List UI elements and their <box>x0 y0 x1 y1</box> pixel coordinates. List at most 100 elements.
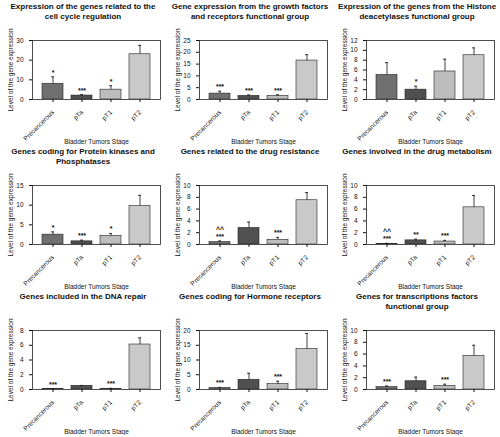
svg-text:30: 30 <box>16 37 24 44</box>
svg-text:10: 10 <box>350 46 358 53</box>
svg-text:***: *** <box>216 83 224 90</box>
svg-text:***: *** <box>78 87 86 94</box>
svg-text:8: 8 <box>187 193 191 200</box>
svg-text:***: *** <box>274 229 282 236</box>
svg-text:Precancerous: Precancerous <box>356 253 390 287</box>
svg-text:pT2: pT2 <box>296 108 310 122</box>
svg-text:pTa: pTa <box>239 253 252 266</box>
svg-text:Level of the gene expression: Level of the gene expression <box>174 318 182 401</box>
svg-text:Level of the gene expression: Level of the gene expression <box>341 318 349 401</box>
svg-text:6: 6 <box>187 205 191 212</box>
svg-text:0: 0 <box>20 386 24 393</box>
svg-text:5: 5 <box>187 371 191 378</box>
svg-text:Bladder Tumors Stage: Bladder Tumors Stage <box>398 428 463 436</box>
svg-text:*: * <box>110 225 113 232</box>
svg-text:15: 15 <box>183 341 191 348</box>
svg-text:pT2: pT2 <box>463 253 477 267</box>
svg-text:pT2: pT2 <box>129 253 143 267</box>
svg-text:*: * <box>52 224 55 231</box>
svg-text:Bladder Tumors Stage: Bladder Tumors Stage <box>64 138 129 146</box>
svg-text:5: 5 <box>20 221 24 228</box>
svg-text:8: 8 <box>354 56 358 63</box>
svg-text:Level of the gene expression: Level of the gene expression <box>7 28 15 111</box>
svg-text:Level of the gene expression: Level of the gene expression <box>174 173 182 256</box>
svg-text:***: *** <box>274 373 282 380</box>
svg-text:8: 8 <box>354 193 358 200</box>
svg-text:pT1: pT1 <box>100 108 114 122</box>
svg-text:pTa: pTa <box>239 108 252 121</box>
svg-text:0: 0 <box>187 241 191 248</box>
svg-text:Precancerous: Precancerous <box>356 108 390 142</box>
svg-text:Level of the gene expression: Level of the gene expression <box>341 173 349 256</box>
svg-text:Bladder Tumors Stage: Bladder Tumors Stage <box>398 283 463 291</box>
svg-text:0: 0 <box>187 386 191 393</box>
svg-text:pT2: pT2 <box>296 398 310 412</box>
svg-text:5: 5 <box>187 84 191 91</box>
svg-text:pTa: pTa <box>72 398 85 411</box>
svg-text:pT2: pT2 <box>129 108 143 122</box>
svg-text:pTa: pTa <box>406 253 419 266</box>
svg-text:6: 6 <box>20 341 24 348</box>
svg-text:pT2: pT2 <box>296 253 310 267</box>
svg-text:^^***: ^^*** <box>383 228 391 242</box>
svg-text:Bladder Tumors Stage: Bladder Tumors Stage <box>64 428 129 436</box>
svg-text:10: 10 <box>16 201 24 208</box>
svg-text:*: * <box>110 78 113 85</box>
svg-text:0: 0 <box>354 96 358 103</box>
svg-text:2: 2 <box>187 229 191 236</box>
svg-text:Bladder Tumors Stage: Bladder Tumors Stage <box>231 283 296 291</box>
svg-text:25: 25 <box>183 37 191 44</box>
svg-text:***: *** <box>245 87 253 94</box>
svg-text:***: *** <box>216 379 224 386</box>
svg-text:pTa: pTa <box>72 108 85 121</box>
svg-text:Precancerous: Precancerous <box>189 108 223 142</box>
svg-text:6: 6 <box>354 205 358 212</box>
svg-text:0: 0 <box>20 241 24 248</box>
svg-text:10: 10 <box>183 356 191 363</box>
svg-text:pTa: pTa <box>239 398 252 411</box>
svg-text:20: 20 <box>183 327 191 334</box>
svg-text:4: 4 <box>187 217 191 224</box>
svg-text:pTa: pTa <box>406 108 419 121</box>
svg-text:0: 0 <box>20 96 24 103</box>
svg-text:10: 10 <box>350 327 358 334</box>
svg-text:pT2: pT2 <box>129 398 143 412</box>
svg-text:10: 10 <box>183 72 191 79</box>
svg-text:Level of the gene expression: Level of the gene expression <box>7 173 15 256</box>
svg-text:8: 8 <box>354 338 358 345</box>
svg-text:pTa: pTa <box>72 253 85 266</box>
svg-text:20: 20 <box>183 48 191 55</box>
svg-text:15: 15 <box>16 182 24 189</box>
svg-text:^^***: ^^*** <box>216 226 224 240</box>
svg-text:pT1: pT1 <box>434 108 448 122</box>
svg-text:Precancerous: Precancerous <box>189 253 223 287</box>
svg-text:***: *** <box>383 378 391 385</box>
svg-text:4: 4 <box>354 217 358 224</box>
svg-text:pT1: pT1 <box>100 253 114 267</box>
svg-text:Level of the gene expression: Level of the gene expression <box>174 28 182 111</box>
svg-text:10: 10 <box>350 182 358 189</box>
svg-text:*: * <box>415 78 418 85</box>
svg-text:8: 8 <box>20 327 24 334</box>
svg-text:pT1: pT1 <box>434 398 448 412</box>
svg-text:***: *** <box>441 232 449 239</box>
svg-text:pT1: pT1 <box>267 398 281 412</box>
svg-text:Precancerous: Precancerous <box>22 108 56 142</box>
svg-text:2: 2 <box>20 371 24 378</box>
svg-text:pTa: pTa <box>406 398 419 411</box>
svg-text:20: 20 <box>16 56 24 63</box>
svg-text:***: *** <box>49 381 57 388</box>
svg-text:0: 0 <box>354 241 358 248</box>
svg-text:pT1: pT1 <box>267 253 281 267</box>
svg-text:4: 4 <box>354 76 358 83</box>
svg-text:***: *** <box>441 376 449 383</box>
svg-text:pT1: pT1 <box>100 398 114 412</box>
svg-text:12: 12 <box>350 37 358 44</box>
svg-text:2: 2 <box>354 229 358 236</box>
svg-text:Bladder Tumors Stage: Bladder Tumors Stage <box>64 283 129 291</box>
svg-text:Precancerous: Precancerous <box>356 398 390 432</box>
svg-text:Precancerous: Precancerous <box>22 398 56 432</box>
svg-text:Level of the gene expression: Level of the gene expression <box>341 28 349 111</box>
svg-text:**: ** <box>413 231 419 238</box>
svg-text:4: 4 <box>354 362 358 369</box>
